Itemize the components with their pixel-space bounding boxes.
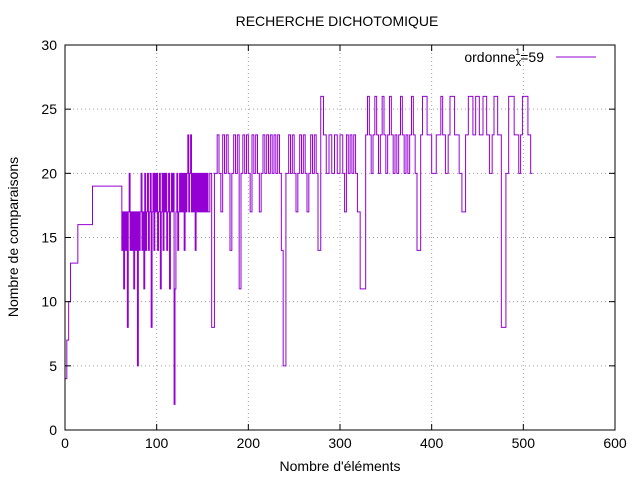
series-line bbox=[65, 95, 533, 405]
legend-label-sup: 1 bbox=[515, 47, 520, 57]
x-tick-labels: 0 100 200 300 400 500 600 bbox=[61, 435, 627, 451]
legend-label: ordonnex1=59 bbox=[464, 47, 544, 69]
y-tick-label: 0 bbox=[49, 422, 57, 438]
y-tick-labels: 0 5 10 15 20 25 30 bbox=[41, 37, 57, 438]
y-tick-label: 20 bbox=[41, 165, 57, 181]
y-tick-label: 5 bbox=[49, 358, 57, 374]
x-tick-label: 600 bbox=[603, 435, 627, 451]
legend-label-tail: =59 bbox=[520, 49, 544, 65]
y-tick-label: 25 bbox=[41, 101, 57, 117]
x-tick-label: 0 bbox=[61, 435, 69, 451]
x-axis-label: Nombre d'éléments bbox=[280, 458, 401, 474]
chart-title: RECHERCHE DICHOTOMIQUE bbox=[236, 13, 439, 29]
x-tick-label: 400 bbox=[420, 435, 444, 451]
grid-lines bbox=[65, 45, 615, 430]
legend: ordonnex1=59 bbox=[464, 47, 596, 69]
legend-label-main: ordonne bbox=[464, 49, 516, 65]
y-axis-label: Nombre de comparaisons bbox=[5, 157, 21, 317]
x-tick-label: 500 bbox=[512, 435, 536, 451]
series-layer bbox=[65, 95, 533, 405]
x-tick-label: 300 bbox=[328, 435, 352, 451]
y-tick-label: 10 bbox=[41, 294, 57, 310]
legend-label-sub: x bbox=[516, 57, 522, 69]
x-tick-label: 200 bbox=[237, 435, 261, 451]
tick-marks bbox=[64, 44, 616, 431]
x-tick-label: 100 bbox=[145, 435, 169, 451]
y-tick-label: 15 bbox=[41, 230, 57, 246]
y-tick-label: 30 bbox=[41, 37, 57, 53]
